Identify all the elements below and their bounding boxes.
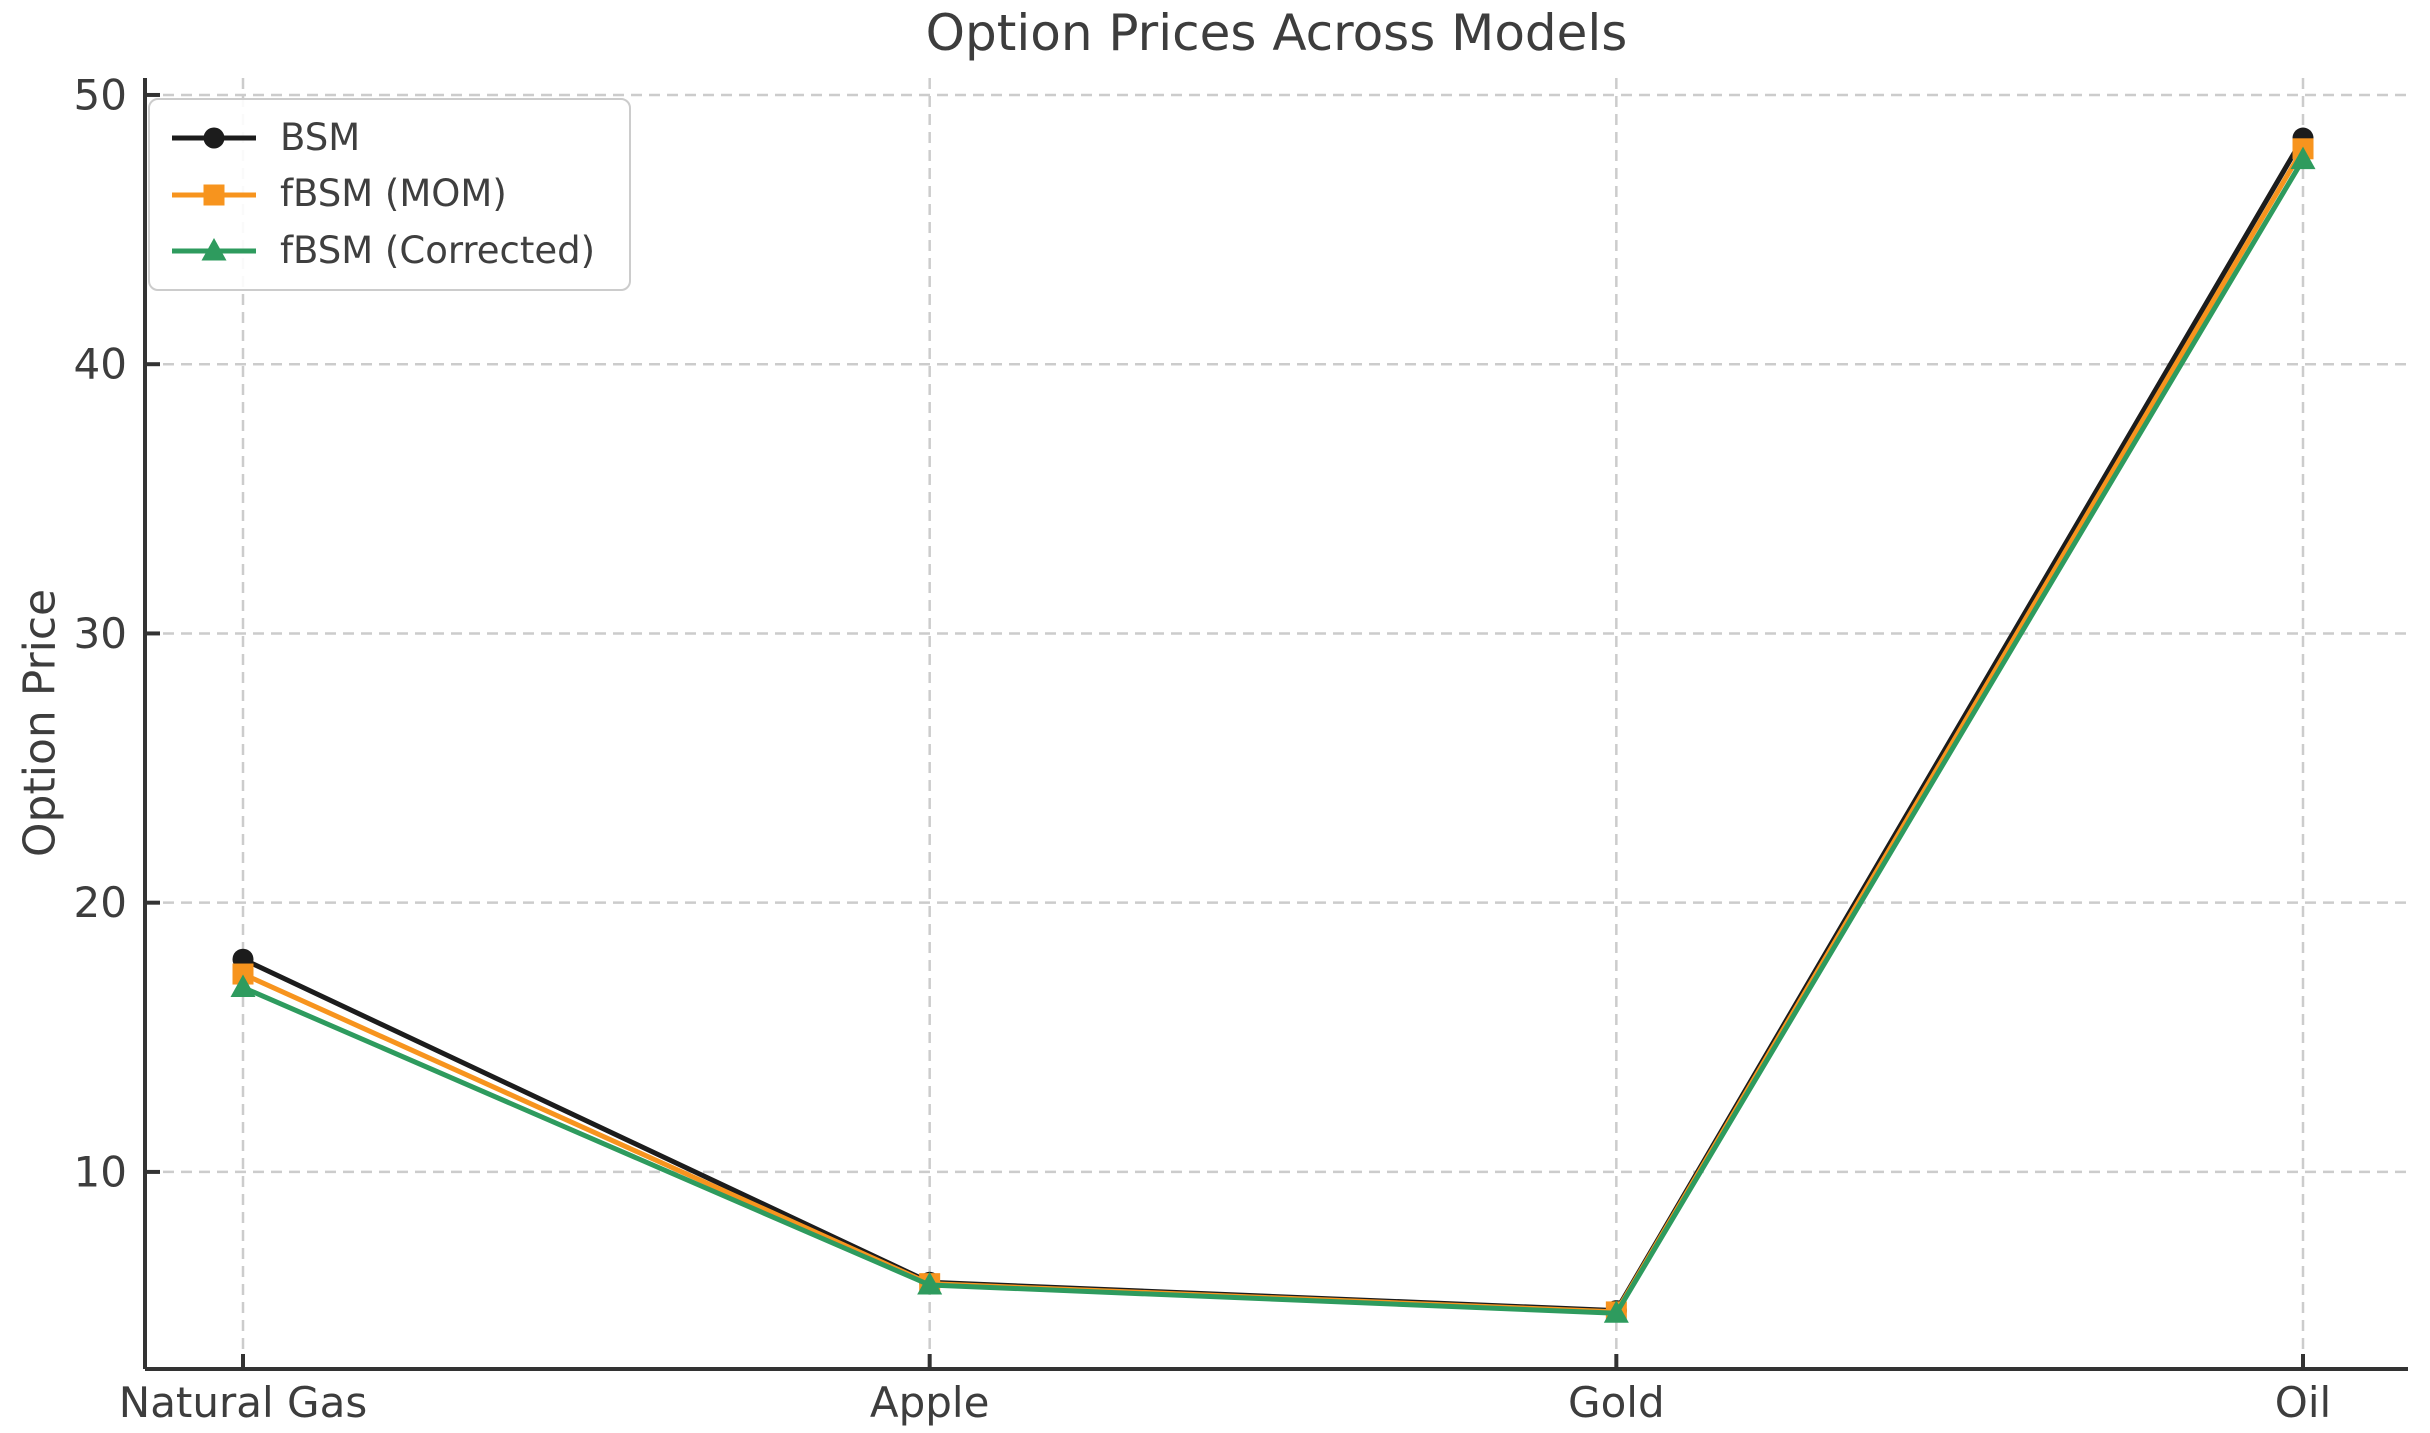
x-category-label: Gold xyxy=(1568,1378,1665,1427)
data-point-marker-fbsm-corrected xyxy=(2290,146,2316,170)
data-point-marker-fbsm-corrected xyxy=(1603,1300,1629,1323)
legend-item-fbsm-mom: fBSM (MOM) xyxy=(168,172,595,216)
x-category-label: Natural Gas xyxy=(119,1378,367,1427)
legend-sample-marker xyxy=(203,184,225,206)
x-category-label: Apple xyxy=(870,1378,990,1427)
y-tick-label: 40 xyxy=(74,340,127,389)
legend-item-bsm: BSM xyxy=(168,116,595,160)
legend-label: fBSM (Corrected) xyxy=(280,228,596,272)
y-tick-label: 20 xyxy=(74,878,127,927)
data-point-marker-fbsm-corrected xyxy=(917,1271,943,1295)
series-line-fbsm-corrected xyxy=(240,157,2306,1316)
x-category-label: Oil xyxy=(2275,1378,2331,1427)
legend-item-fbsm-corrected: fBSM (Corrected) xyxy=(168,229,595,273)
chart-title: Option Prices Across Models xyxy=(925,4,1628,62)
data-point-marker-fbsm-corrected xyxy=(230,974,256,997)
data-point-marker-fbsm-mom xyxy=(232,963,254,985)
legend-label: BSM xyxy=(280,116,361,159)
legend-swatch-square-icon xyxy=(172,184,256,206)
series-line-fbsm-mom xyxy=(240,146,2306,1315)
legend-label: fBSM (MOM) xyxy=(280,172,507,216)
y-tick-label: 50 xyxy=(74,70,127,119)
legend-sample-marker xyxy=(203,127,225,149)
y-tick-label: 30 xyxy=(74,609,127,658)
y-tick-label: 10 xyxy=(74,1147,127,1196)
legend-sample-marker xyxy=(201,237,227,261)
series-line-bsm xyxy=(240,135,2306,1314)
legend-swatch-circle-icon xyxy=(172,127,256,149)
legend: BSM fBSM (MOM) fBSM (Corrected) xyxy=(148,98,632,292)
legend-swatch-triangle-icon xyxy=(172,237,256,261)
